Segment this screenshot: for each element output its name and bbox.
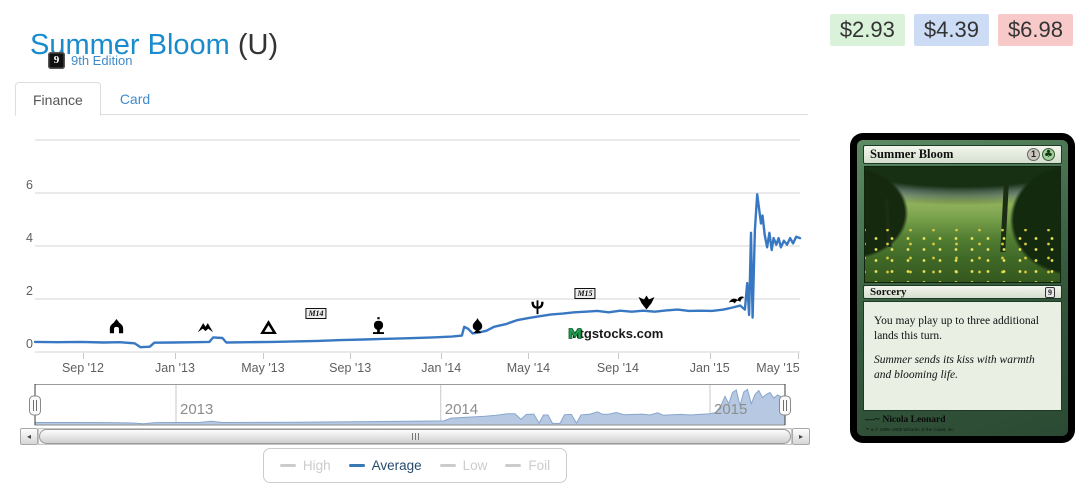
mana-cost: 1 ♣ (1027, 148, 1055, 161)
price-chart[interactable]: 0 2 4 6 Sep '12 Jan '13 May '13 Sep '13 Jan '14 M… (20, 130, 810, 380)
card-set-symbol-icon: 9 (1045, 286, 1055, 298)
x-axis-label: Sep '12 (61, 361, 104, 375)
card-title: Summer Bloom (870, 147, 954, 161)
m14-icon: M14 (305, 303, 327, 321)
rarity-label: (U) (237, 29, 279, 62)
legend-item-low[interactable]: Low (439, 458, 488, 473)
card-frame: Summer Bloom 1 ♣ Sorcery 9 You may play … (857, 140, 1068, 436)
x-axis-label: May '14 (506, 361, 551, 375)
legend-item-high[interactable]: High (279, 458, 331, 473)
x-axis-label: May '15 (756, 361, 800, 375)
card-image: Summer Bloom 1 ♣ Sorcery 9 You may play … (850, 133, 1075, 443)
price-badge-average: $4.39 (913, 14, 989, 46)
legend-label: High (302, 458, 331, 473)
legend-line-icon (279, 464, 296, 467)
card-artist-line: —~ Nicola Leonard (863, 411, 1062, 427)
legend-line-icon (348, 464, 365, 467)
legend-item-average[interactable]: Average (348, 458, 422, 473)
x-axis-label: Sep '13 (329, 361, 372, 375)
card-artist: Nicola Leonard (882, 414, 946, 425)
m15-icon: M15 (574, 283, 596, 301)
scroll-right-icon: ▸ (798, 432, 803, 441)
legend-item-foil[interactable]: Foil (505, 458, 550, 473)
navigator-year-label: 2015 (714, 401, 748, 418)
chart-scrollbar: ◂ ▸ (20, 428, 810, 445)
card-type-bar: Sorcery 9 (863, 285, 1062, 299)
legend-label: Average (371, 458, 422, 473)
x-axis-label: Sep '14 (596, 361, 639, 375)
legend-label: Foil (528, 458, 551, 473)
generic-mana-icon: 1 (1027, 148, 1040, 161)
green-mana-icon: ♣ (1042, 148, 1055, 161)
tab-card[interactable]: Card (119, 91, 151, 107)
x-axis-label: Jan '14 (421, 361, 462, 375)
flower-field (865, 229, 1060, 282)
chart-navigator[interactable]: 2013 2014 2015 (20, 383, 810, 426)
set-link[interactable]: 9th Edition (71, 53, 133, 68)
tab-finance[interactable]: Finance (15, 82, 101, 116)
navigator-year-label: 2014 (444, 401, 479, 418)
navigator-year-label: 2013 (180, 401, 214, 418)
card-flavor-text: Summer sends its kiss with warmth and bl… (874, 353, 1035, 381)
price-badges: $2.93 $4.39 $6.98 (829, 14, 1073, 46)
mtgstocks-watermark: mtgstocks.com (568, 326, 663, 341)
scroll-left-icon: ◂ (26, 432, 31, 441)
card-rules-text: You may play up to three additional land… (874, 315, 1039, 342)
card-type: Sorcery (870, 286, 907, 298)
scrollbar-left-button[interactable]: ◂ (20, 428, 38, 445)
x-axis-label: Jan '15 (689, 361, 730, 375)
ninth-edition-set-icon: 9 (48, 52, 65, 69)
tabbar-divider (15, 114, 808, 115)
card-textbox: You may play up to three additional land… (863, 301, 1062, 411)
card-title-bar: Summer Bloom 1 ♣ (863, 145, 1062, 164)
y-axis-label: 4 (26, 231, 33, 245)
artist-brush-icon: —~ (865, 414, 880, 425)
chart-canvas (33, 139, 802, 353)
scrollbar-right-button[interactable]: ▸ (792, 428, 810, 445)
legend-line-icon (439, 464, 456, 467)
mtgstocks-logo-icon (568, 328, 582, 339)
y-axis-label: 6 (26, 178, 33, 192)
scrollbar-thumb[interactable] (39, 429, 791, 444)
price-badge-low: $2.93 (829, 14, 905, 46)
x-axis-label: May '13 (241, 361, 285, 375)
y-axis-label: 0 (26, 337, 33, 351)
chart-legend: High Average Low Foil (262, 448, 568, 483)
navigator-right-handle[interactable] (779, 395, 791, 416)
card-art (864, 166, 1061, 283)
watermark-text: mtgstocks.com (568, 326, 664, 341)
set-line: 9 9th Edition (48, 52, 132, 69)
navigator-left-handle[interactable] (29, 395, 41, 416)
price-badge-high: $6.98 (997, 14, 1073, 46)
x-axis-label: Jan '13 (155, 361, 195, 375)
y-axis-label: 2 (26, 284, 33, 298)
legend-label: Low (462, 458, 488, 473)
card-fine-print: ™ & © 1995–2005 Wizards of the Coast, In… (865, 427, 955, 432)
legend-row: High Average Low Foil (20, 448, 810, 483)
navigator-canvas (29, 384, 791, 426)
tabbar: Finance Card (15, 82, 167, 116)
legend-line-icon (505, 464, 522, 467)
